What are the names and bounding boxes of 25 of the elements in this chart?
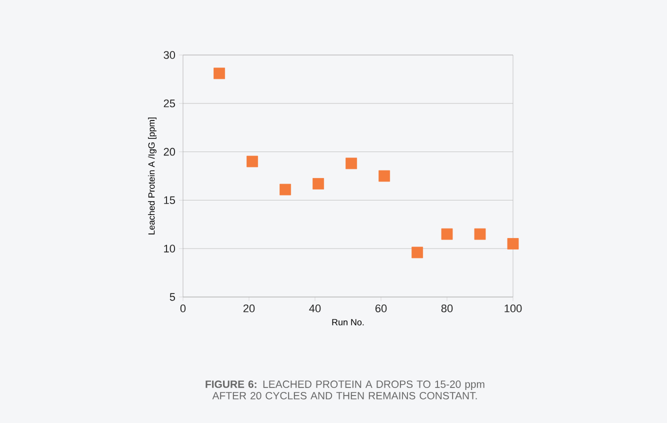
point	[346, 158, 358, 170]
y-tick-label: 20	[164, 148, 176, 156]
point	[280, 184, 292, 196]
point	[507, 238, 519, 250]
point	[412, 246, 424, 258]
y-tick-label: 15	[164, 196, 176, 204]
y-tick-label: 25	[164, 100, 176, 108]
x-tick-label: 60	[375, 304, 387, 312]
x-tick-label: 0	[180, 304, 186, 312]
y-axis-title: Leached Protein A /IgG [ppm]	[148, 118, 156, 234]
y-tick-label: 5	[170, 293, 176, 301]
x-tick-label: 40	[309, 304, 321, 312]
x-tick-label: 100	[504, 304, 522, 312]
point	[378, 170, 390, 182]
point	[474, 228, 486, 240]
y-tick-label: 30	[164, 51, 176, 59]
point	[214, 68, 225, 80]
point	[441, 228, 453, 240]
x-tick-label: 20	[243, 304, 255, 312]
y-tick-label: 10	[164, 244, 176, 252]
point	[312, 178, 324, 190]
x-axis-title: Run No.	[332, 319, 364, 326]
point	[246, 156, 258, 168]
text: FIGURE 6: LEACHED PROTEIN A DROPS TO 15-20 ppm AFTER 20 CYCLES AND THEN REMAINS CONSTANT.	[206, 380, 484, 400]
x-tick-label: 80	[441, 304, 453, 312]
